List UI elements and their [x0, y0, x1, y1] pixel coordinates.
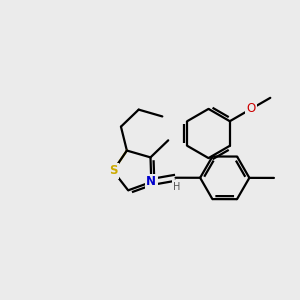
Text: O: O: [247, 102, 256, 116]
Text: N: N: [146, 176, 156, 188]
Text: H: H: [173, 182, 180, 192]
Text: N: N: [146, 176, 156, 188]
Text: S: S: [109, 164, 117, 177]
